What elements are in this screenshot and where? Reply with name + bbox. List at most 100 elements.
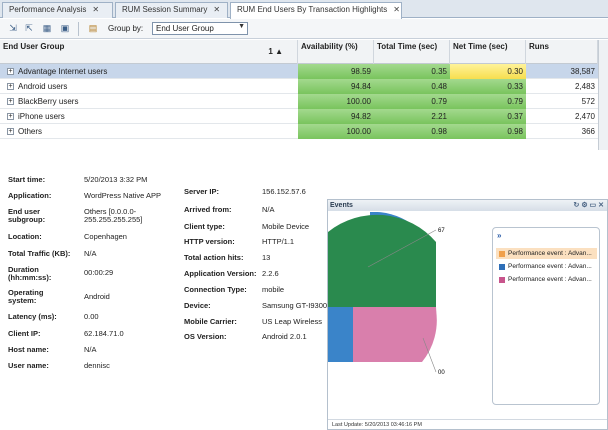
tab-label: RUM Session Summary (122, 5, 208, 14)
cell-availability: 98.59 (298, 64, 374, 79)
column-header-end-user-group[interactable]: End User Group 1 ▲ (0, 40, 298, 64)
cell-net-time: 0.37 (450, 109, 526, 124)
cell-net-time: 0.30 (450, 64, 526, 79)
pie-slice-green[interactable] (328, 214, 436, 307)
table-row[interactable]: + iPhone users 94.82 2.21 0.37 2,470 (0, 109, 608, 124)
select-icon[interactable]: ▣ (60, 23, 70, 33)
grid-header: End User Group 1 ▲ Availability (%) Tota… (0, 40, 608, 64)
tab-label: Performance Analysis (9, 5, 87, 14)
cell-total-time: 2.21 (374, 109, 450, 124)
detail-label: OS Version: (184, 332, 227, 341)
detail-label: HTTP version: (184, 237, 235, 246)
expand-icon[interactable]: + (7, 83, 14, 91)
detail-label: Host name: (8, 345, 49, 354)
pie-slice-blue-lower[interactable] (328, 307, 353, 362)
close-icon[interactable]: ✕ (598, 202, 604, 209)
detail-value: 0.00 (84, 312, 99, 321)
pie-label: 00 (438, 370, 445, 376)
detail-value: 00:00:29 (84, 268, 114, 277)
detail-value: 2.2.6 (262, 269, 279, 278)
detail-value: 156.152.57.6 (262, 187, 306, 196)
legend-swatch (499, 277, 505, 283)
end-users-grid: End User Group 1 ▲ Availability (%) Tota… (0, 40, 608, 150)
detail-label: Location: (8, 232, 42, 241)
detail-value: N/A (262, 205, 275, 214)
restore-icon[interactable]: ▭ (589, 202, 597, 209)
refresh-icon[interactable]: ↻ (573, 202, 580, 209)
detail-value: Android 2.0.1 (262, 332, 307, 341)
group-by-label: Group by: (108, 24, 144, 33)
close-icon[interactable]: ✕ (213, 5, 221, 14)
cell-group: + iPhone users (4, 109, 298, 124)
table-row[interactable]: + Others 100.00 0.98 0.98 366 (0, 124, 608, 139)
tab-performance-analysis[interactable]: Performance Analysis ✕ (2, 2, 113, 18)
pie-slice-pink-lower[interactable] (353, 307, 437, 362)
expand-icon[interactable]: + (7, 113, 14, 121)
last-update-footer: Last Update: 5/20/2013 03:46:16 PM (328, 419, 607, 429)
table-row[interactable]: + Android users 94.84 0.48 0.33 2,483 (0, 79, 608, 94)
close-icon[interactable]: ✕ (393, 5, 400, 14)
expand-all-icon[interactable]: ⇱ (25, 23, 33, 33)
table-row[interactable]: + Advantage Internet users 98.59 0.35 0.3… (0, 64, 608, 79)
tab-rum-session-summary[interactable]: RUM Session Summary ✕ (115, 2, 228, 18)
session-details: Start time: 5/20/2013 3:32 PM Applicatio… (0, 168, 330, 378)
cell-runs: 2,483 (574, 82, 595, 91)
detail-label: End user subgroup: (8, 207, 46, 224)
tab-rum-end-users[interactable]: RUM End Users By Transaction Highlights ✕ (230, 2, 402, 19)
group-name: Advantage Internet users (18, 67, 108, 76)
cell-group: + Advantage Internet users (4, 64, 298, 79)
detail-value: Mobile Device (262, 222, 310, 231)
export-icon[interactable]: ▦ (42, 23, 52, 33)
events-panel: Events ↻ ⚙ ▭ ✕ 67 00 » Performance event… (327, 199, 608, 430)
expand-icon[interactable]: + (7, 128, 14, 136)
chevron-down-icon: ▼ (238, 23, 245, 30)
group-by-select[interactable]: End User Group ▼ (152, 22, 248, 35)
detail-label: Client type: (184, 222, 225, 231)
detail-value: 13 (262, 253, 271, 262)
column-header-total-time[interactable]: Total Time (sec) (374, 40, 450, 64)
cell-total-time: 0.35 (374, 64, 450, 79)
chart-icon[interactable]: ▤ (88, 23, 98, 33)
legend-item[interactable]: Performance event : Advan... (496, 248, 597, 259)
legend-toggle-icon[interactable]: » (497, 231, 502, 240)
expand-icon[interactable]: + (7, 68, 14, 76)
detail-label: Arrived from: (184, 205, 232, 214)
toolbar-separator (78, 22, 79, 36)
detail-label: Server IP: (184, 187, 220, 196)
detail-label: Latency (ms): (8, 312, 57, 321)
expand-icon[interactable]: + (7, 98, 14, 106)
detail-label: Application Version: (184, 269, 257, 278)
table-row[interactable]: + BlackBerry users 100.00 0.79 0.79 572 (0, 94, 608, 109)
cell-total-time: 0.48 (374, 79, 450, 94)
toolbar: ⇲ ⇱ ▦ ▣ ▤ Group by: End User Group ▼ (0, 19, 608, 39)
close-icon[interactable]: ✕ (92, 5, 100, 14)
events-legend: » Performance event : Advan... Performan… (492, 227, 600, 405)
leader-line (367, 229, 437, 268)
detail-label: Operating system: (8, 288, 44, 305)
legend-item[interactable]: Performance event : Advan... (496, 261, 597, 272)
group-name: iPhone users (18, 112, 65, 121)
collapse-all-icon[interactable]: ⇲ (9, 23, 17, 33)
legend-swatch (499, 251, 505, 257)
column-header-availability[interactable]: Availability (%) (298, 40, 374, 64)
legend-label: Performance event : Advan... (508, 250, 592, 257)
panel-controls: ↻ ⚙ ▭ ✕ (573, 200, 604, 211)
vertical-scrollbar[interactable] (598, 40, 608, 150)
legend-item[interactable]: Performance event : Advan... (496, 274, 597, 285)
column-header-runs[interactable]: Runs (526, 40, 598, 64)
detail-value: mobile (262, 285, 285, 294)
group-name: BlackBerry users (18, 97, 79, 106)
detail-label: Application: (8, 191, 52, 200)
cell-total-time: 0.98 (374, 124, 450, 139)
detail-value: HTTP/1.1 (262, 237, 295, 246)
settings-icon[interactable]: ⚙ (581, 202, 588, 209)
events-panel-header: Events ↻ ⚙ ▭ ✕ (328, 200, 607, 211)
column-header-net-time[interactable]: Net Time (sec) (450, 40, 526, 64)
group-name: Android users (18, 82, 68, 91)
cell-net-time: 0.33 (450, 79, 526, 94)
detail-value: Android (84, 292, 110, 301)
detail-value: N/A (84, 345, 97, 354)
detail-label: Start time: (8, 175, 46, 184)
legend-swatch (499, 264, 505, 270)
legend-label: Performance event : Advan... (508, 276, 592, 283)
